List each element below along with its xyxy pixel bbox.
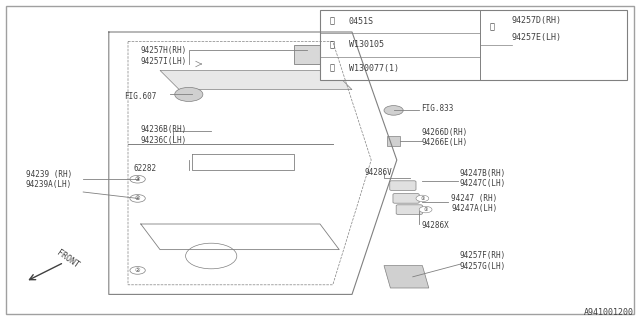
Circle shape bbox=[175, 87, 203, 101]
Polygon shape bbox=[160, 70, 352, 90]
Text: FRONT: FRONT bbox=[54, 249, 80, 270]
Text: 94247B(RH)
94247C(LH): 94247B(RH) 94247C(LH) bbox=[460, 169, 506, 188]
Text: 94257E(LH): 94257E(LH) bbox=[512, 33, 562, 42]
Text: A941001200: A941001200 bbox=[584, 308, 634, 317]
Circle shape bbox=[416, 195, 429, 202]
Text: 94266D(RH)
94266E(LH): 94266D(RH) 94266E(LH) bbox=[421, 128, 467, 147]
Circle shape bbox=[384, 106, 403, 115]
Text: 0451S: 0451S bbox=[349, 17, 374, 26]
Text: ④: ④ bbox=[135, 196, 140, 201]
Text: W130105: W130105 bbox=[349, 40, 384, 49]
Text: 94257D(RH): 94257D(RH) bbox=[512, 16, 562, 25]
Text: 94286X: 94286X bbox=[421, 221, 449, 230]
Text: ①: ① bbox=[420, 196, 424, 201]
FancyBboxPatch shape bbox=[396, 205, 422, 214]
Circle shape bbox=[419, 206, 432, 213]
Text: FIG.833: FIG.833 bbox=[421, 104, 454, 113]
FancyBboxPatch shape bbox=[320, 10, 627, 80]
Text: FIG.607: FIG.607 bbox=[124, 92, 157, 100]
Text: ①: ① bbox=[330, 17, 335, 26]
Text: 62282: 62282 bbox=[134, 164, 157, 172]
Text: ④: ④ bbox=[490, 23, 495, 32]
Polygon shape bbox=[384, 266, 429, 288]
Text: 94247 (RH)
94247A(LH): 94247 (RH) 94247A(LH) bbox=[451, 194, 497, 213]
Polygon shape bbox=[387, 136, 400, 146]
Circle shape bbox=[130, 267, 145, 274]
Text: 94257F(RH)
94257G(LH): 94257F(RH) 94257G(LH) bbox=[460, 251, 506, 270]
Text: W130077(1): W130077(1) bbox=[349, 64, 399, 73]
Text: 94236B(RH)
94236C(LH): 94236B(RH) 94236C(LH) bbox=[141, 125, 187, 145]
FancyBboxPatch shape bbox=[390, 181, 416, 190]
Circle shape bbox=[130, 175, 145, 183]
Text: ②: ② bbox=[330, 40, 335, 49]
Text: ②: ② bbox=[135, 268, 140, 273]
Text: 94286V: 94286V bbox=[365, 168, 392, 177]
Polygon shape bbox=[294, 45, 339, 64]
Text: 94239 (RH)
94239A(LH): 94239 (RH) 94239A(LH) bbox=[26, 170, 72, 189]
Text: ③: ③ bbox=[330, 64, 335, 73]
Circle shape bbox=[130, 195, 145, 202]
Text: 94257H(RH)
94257I(LH): 94257H(RH) 94257I(LH) bbox=[141, 46, 187, 66]
FancyBboxPatch shape bbox=[393, 194, 419, 203]
Text: ③: ③ bbox=[135, 177, 140, 182]
Text: ①: ① bbox=[424, 207, 428, 212]
